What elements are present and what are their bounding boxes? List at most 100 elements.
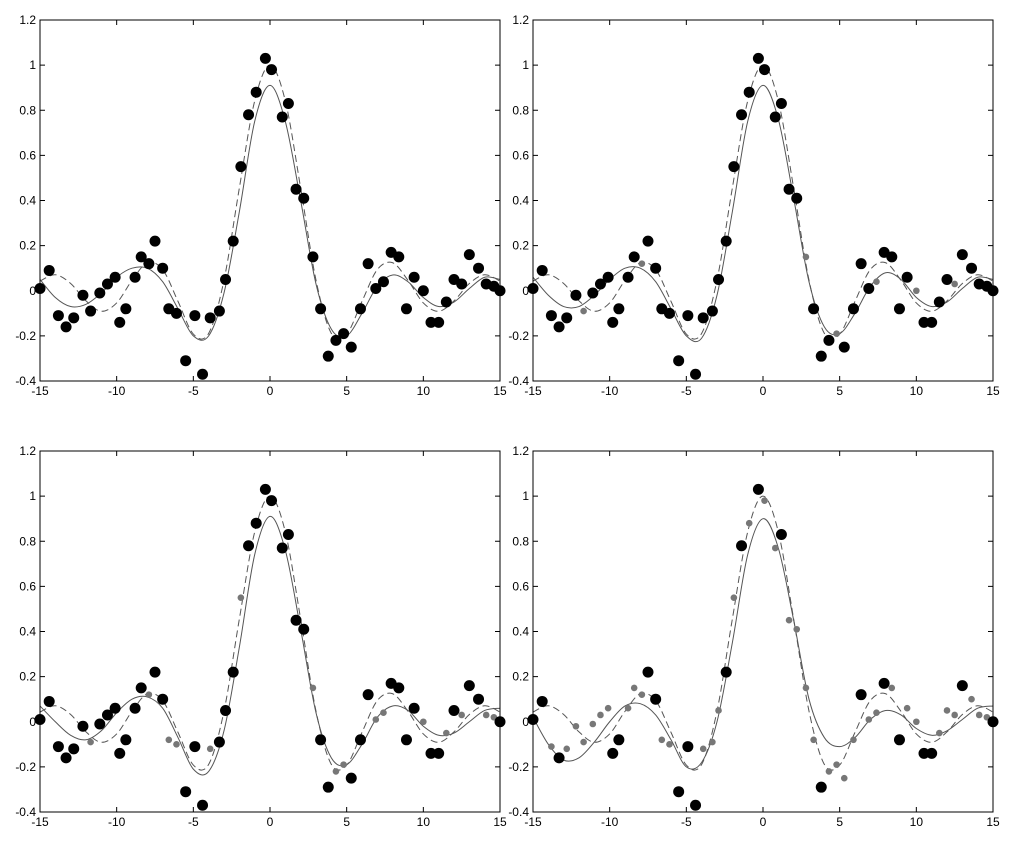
data-point [893, 734, 905, 746]
data-point [420, 718, 427, 726]
data-point [926, 316, 938, 328]
data-point [810, 736, 817, 744]
data-point [135, 682, 147, 694]
data-point [941, 273, 953, 285]
data-point [43, 264, 55, 276]
data-point [697, 312, 709, 324]
data-point [658, 736, 666, 744]
data-point [713, 273, 725, 285]
data-point [563, 745, 571, 753]
data-point [345, 341, 357, 353]
data-point [52, 741, 64, 753]
data-point [699, 745, 707, 753]
y-tick-label: 0.6 [512, 148, 529, 162]
data-point [266, 495, 278, 507]
data-point [173, 741, 180, 748]
data-point [197, 799, 209, 811]
data-point [730, 594, 738, 601]
data-point [888, 684, 896, 692]
y-tick-label: -0.2 [15, 760, 36, 774]
data-point [473, 693, 485, 705]
data-point [673, 355, 685, 367]
data-point [642, 235, 654, 247]
data-point [189, 741, 201, 753]
data-point [458, 711, 465, 719]
data-point [237, 594, 245, 601]
data-point [425, 316, 437, 328]
data-point [213, 736, 225, 748]
data-point [372, 716, 380, 723]
data-point [109, 702, 121, 714]
data-point [745, 519, 753, 527]
data-point [775, 97, 787, 109]
data-point [456, 278, 468, 290]
fit-line [532, 495, 994, 771]
data-point [114, 316, 126, 328]
data-point [624, 704, 632, 712]
data-point [951, 280, 958, 288]
data-point [865, 716, 873, 723]
data-point [642, 666, 654, 678]
data-point [663, 307, 675, 319]
x-tick-label: 10 [417, 384, 431, 398]
data-point [650, 262, 662, 274]
x-tick-label: 15 [493, 815, 507, 829]
data-point [597, 711, 604, 719]
y-tick-label: 0.6 [512, 579, 529, 593]
data-point [282, 528, 294, 540]
data-point [943, 707, 951, 714]
subplot: -0.4 -0.2 0 0.2 0.4 0.6 0.8 1 1.2 -15 -10 -5 0 5 10 15 [508, 444, 1000, 829]
data-point [157, 693, 169, 705]
data-point [736, 109, 748, 121]
y-tick-label: 0.2 [19, 670, 36, 684]
data-point [85, 305, 97, 317]
data-point [759, 64, 771, 76]
y-tick-label: 0 [522, 284, 529, 298]
data-point [815, 350, 827, 362]
data-point [354, 734, 366, 746]
data-point [715, 707, 722, 714]
y-tick-label: -0.4 [15, 805, 36, 819]
data-point [259, 483, 271, 495]
data-point [227, 235, 239, 247]
y-tick-label: -0.4 [508, 374, 529, 388]
y-tick-label: 1 [522, 58, 529, 72]
data-point [197, 368, 209, 380]
y-tick-label: 0.4 [512, 625, 529, 639]
data-point [802, 684, 810, 692]
data-point [572, 722, 580, 730]
data-point [149, 235, 161, 247]
data-point [720, 235, 732, 247]
x-tick-label: 10 [910, 384, 924, 398]
x-tick-label: 0 [267, 815, 274, 829]
data-point [833, 330, 840, 337]
data-point [52, 310, 64, 322]
x-tick-label: 5 [836, 384, 843, 398]
data-point [743, 86, 755, 98]
data-point [893, 303, 905, 315]
data-point [276, 111, 288, 123]
y-tick-label: 0.2 [512, 239, 529, 253]
data-point [170, 307, 182, 319]
data-point [901, 271, 913, 283]
data-point [340, 761, 347, 768]
data-point [808, 303, 820, 315]
data-point [587, 287, 599, 299]
data-point [855, 258, 867, 270]
data-point [276, 542, 288, 554]
data-point [290, 614, 302, 626]
data-point [752, 483, 764, 495]
data-point [604, 704, 612, 712]
data-point [548, 743, 555, 750]
data-point [393, 682, 405, 694]
data-point [589, 720, 597, 728]
data-point [290, 183, 302, 195]
data-point [833, 761, 840, 768]
x-tick-label: -10 [601, 384, 619, 398]
x-tick-label: -5 [188, 815, 199, 829]
y-tick-label: 0 [29, 715, 36, 729]
x-tick-label: 15 [493, 384, 507, 398]
data-point [101, 278, 113, 290]
data-point [204, 312, 216, 324]
data-point [43, 695, 55, 707]
